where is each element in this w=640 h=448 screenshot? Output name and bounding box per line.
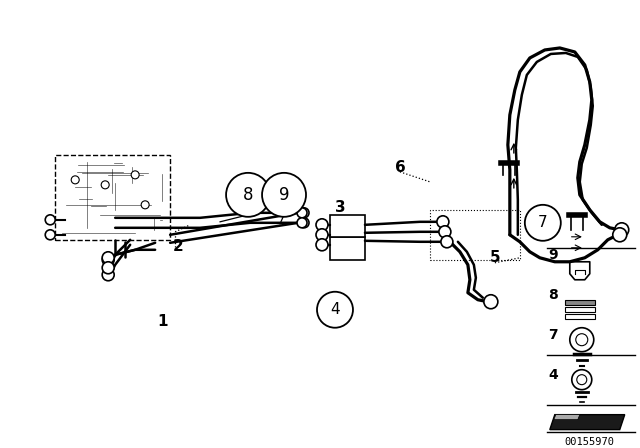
Text: 5: 5: [490, 250, 500, 265]
Circle shape: [262, 173, 306, 217]
Circle shape: [439, 226, 451, 238]
Circle shape: [71, 176, 79, 184]
Text: 4: 4: [330, 302, 340, 317]
Text: 3: 3: [335, 200, 346, 215]
Circle shape: [102, 269, 114, 281]
FancyBboxPatch shape: [564, 300, 595, 305]
Circle shape: [615, 223, 628, 237]
Circle shape: [101, 181, 109, 189]
Circle shape: [299, 208, 309, 218]
Text: 1: 1: [157, 314, 168, 329]
Circle shape: [299, 218, 309, 228]
Circle shape: [316, 219, 328, 231]
Circle shape: [102, 262, 114, 274]
Circle shape: [226, 173, 270, 217]
Text: 2: 2: [173, 239, 184, 254]
Circle shape: [316, 239, 328, 251]
FancyBboxPatch shape: [564, 307, 595, 312]
Circle shape: [316, 229, 328, 241]
Text: 7: 7: [538, 215, 548, 230]
Circle shape: [297, 218, 307, 228]
Circle shape: [570, 328, 594, 352]
Circle shape: [102, 252, 114, 264]
FancyBboxPatch shape: [330, 215, 365, 237]
Circle shape: [441, 236, 453, 248]
Polygon shape: [554, 415, 580, 420]
Circle shape: [131, 171, 139, 179]
FancyBboxPatch shape: [330, 237, 365, 260]
Circle shape: [45, 215, 55, 225]
Text: 9: 9: [279, 186, 289, 204]
Polygon shape: [550, 415, 625, 430]
Circle shape: [317, 292, 353, 328]
Circle shape: [102, 254, 114, 266]
FancyBboxPatch shape: [55, 155, 170, 240]
Circle shape: [141, 201, 149, 209]
Text: 00155970: 00155970: [564, 437, 615, 447]
Text: 7: 7: [548, 328, 557, 342]
Circle shape: [437, 216, 449, 228]
Text: 8: 8: [548, 288, 557, 302]
Circle shape: [612, 228, 627, 242]
FancyBboxPatch shape: [564, 314, 595, 319]
Circle shape: [572, 370, 592, 390]
Circle shape: [525, 205, 561, 241]
Text: 9: 9: [548, 248, 557, 262]
Circle shape: [45, 230, 55, 240]
Circle shape: [484, 295, 498, 309]
Circle shape: [297, 208, 307, 218]
Text: 4: 4: [548, 368, 557, 382]
Text: 8: 8: [243, 186, 253, 204]
Text: 6: 6: [394, 160, 405, 175]
